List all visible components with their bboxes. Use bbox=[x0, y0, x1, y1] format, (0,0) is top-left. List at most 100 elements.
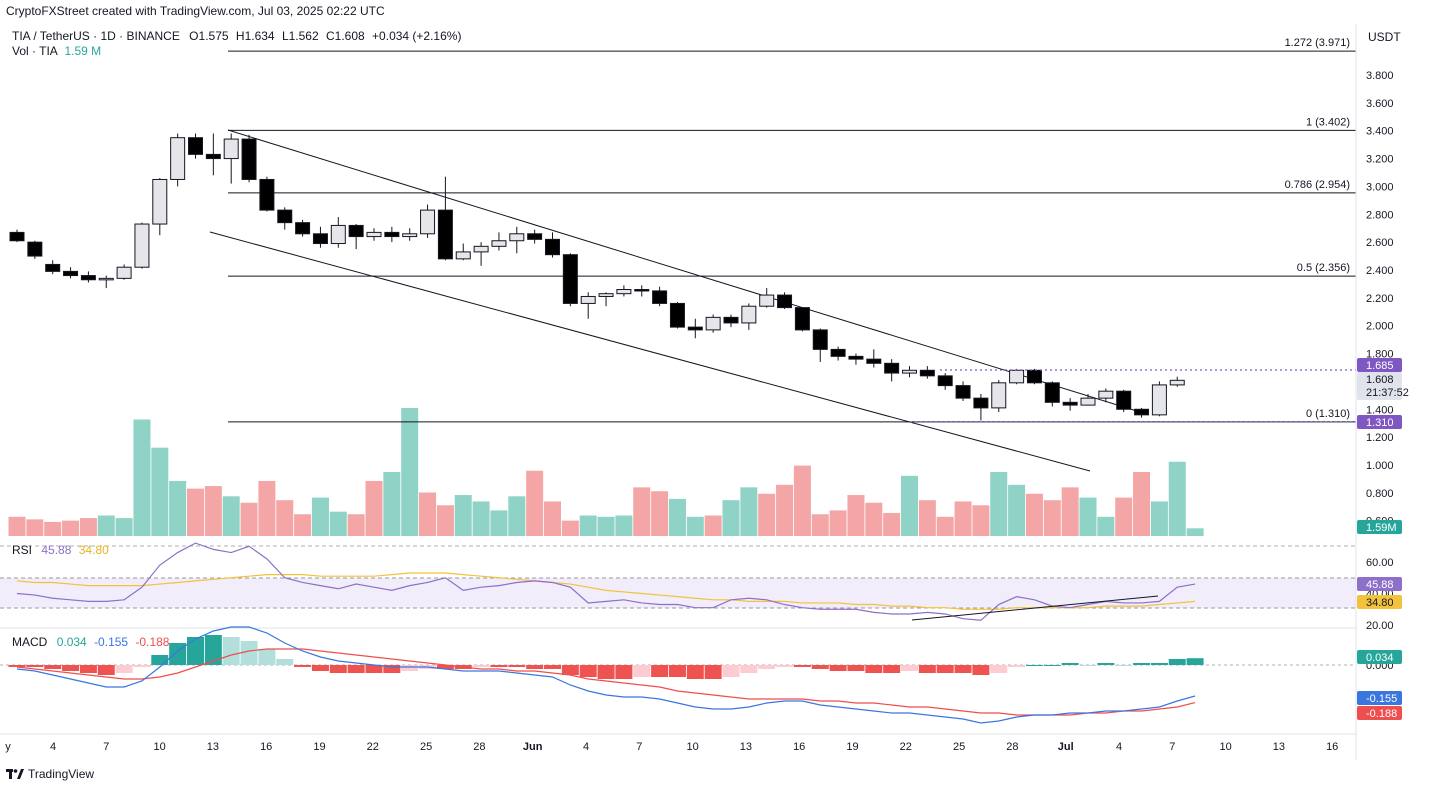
macd-histogram-bar bbox=[44, 665, 62, 669]
time-tick-label: 19 bbox=[313, 741, 325, 753]
high-value: 1.634 bbox=[244, 29, 275, 43]
support-price-tag-box bbox=[1357, 415, 1402, 429]
change-value: +0.034 (+2.16%) bbox=[372, 29, 462, 43]
macd-hist-tag-text: 0.034 bbox=[1366, 652, 1394, 664]
macd-histogram-bar bbox=[722, 665, 740, 677]
candle-body bbox=[27, 241, 43, 257]
rsi-tick-label: 60.00 bbox=[1366, 557, 1394, 569]
macd-histogram-bar bbox=[62, 665, 80, 671]
macd-signal-line bbox=[16, 648, 1196, 716]
volume-bar bbox=[26, 519, 44, 536]
volume-bar bbox=[97, 515, 115, 536]
macd-histogram-bar bbox=[115, 665, 133, 673]
price-tick-label: 2.600 bbox=[1366, 237, 1394, 249]
candle-body bbox=[420, 209, 436, 235]
candle-body bbox=[473, 245, 489, 253]
macd-hist-tag: 0.034 bbox=[1357, 650, 1402, 664]
candle-body bbox=[491, 240, 507, 247]
macd-histogram-bar bbox=[240, 641, 258, 665]
candle-body bbox=[634, 289, 650, 292]
macd-histogram-bar bbox=[811, 665, 829, 669]
candle-body bbox=[312, 233, 328, 245]
candle-body bbox=[259, 178, 275, 211]
volume-bar bbox=[258, 480, 276, 536]
macd-histogram-bar bbox=[401, 665, 419, 671]
macd-histogram-bar bbox=[936, 665, 954, 673]
volume-bar bbox=[347, 514, 365, 536]
time-tick-label: 28 bbox=[1006, 741, 1018, 753]
candle-body bbox=[919, 369, 935, 377]
time-tick-label: 7 bbox=[103, 741, 109, 753]
candle-body bbox=[188, 137, 203, 155]
rsi-ma-tag: 34.80 bbox=[1357, 595, 1402, 609]
volume-legend: Vol · TIA 1.59 M bbox=[12, 44, 101, 58]
macd-histogram-bar bbox=[561, 665, 579, 675]
price-tick-label: 1.800 bbox=[1366, 349, 1394, 361]
time-tick-label: 16 bbox=[260, 741, 272, 753]
level-markers bbox=[910, 369, 1356, 423]
high-label: H bbox=[235, 29, 245, 43]
candle-body bbox=[937, 375, 953, 387]
time-tick-label: 25 bbox=[420, 741, 432, 753]
macd-value-tag-text: -0.155 bbox=[1366, 693, 1397, 705]
volume-bar bbox=[311, 497, 329, 536]
macd-histogram-bar bbox=[668, 665, 686, 677]
price-tick-label: 1.400 bbox=[1366, 404, 1394, 416]
candle-body bbox=[170, 137, 186, 180]
rsi-label: RSI bbox=[12, 543, 33, 557]
volume-bar bbox=[329, 511, 347, 536]
macd-histogram-bar bbox=[544, 665, 561, 669]
rsi-pane bbox=[16, 542, 1196, 621]
tradingview-icon bbox=[6, 769, 24, 779]
candle-body bbox=[902, 369, 917, 374]
volume-price-tag: 1.59M bbox=[1357, 520, 1402, 534]
macd-value-tag-box bbox=[1357, 691, 1402, 705]
low-label: L bbox=[281, 29, 289, 43]
candle-body bbox=[241, 138, 257, 180]
fib-label: 1.272 (3.971) bbox=[1285, 37, 1350, 49]
time-tick-label: 10 bbox=[153, 741, 165, 753]
price-tick-label: 1.000 bbox=[1366, 460, 1394, 472]
signal-value-tag-text: -0.188 bbox=[1366, 708, 1397, 720]
volume-bar bbox=[597, 516, 615, 536]
volume-bar bbox=[240, 502, 258, 536]
volume-bar bbox=[651, 491, 669, 536]
volume-value: 1.59 M bbox=[64, 44, 102, 58]
macd-histogram-bar bbox=[793, 665, 811, 667]
candle-body bbox=[741, 305, 757, 324]
candle-body bbox=[80, 275, 96, 281]
macd-line bbox=[16, 626, 1196, 724]
last-price-tag-box bbox=[1357, 372, 1402, 400]
macd-hist-tag-box bbox=[1357, 650, 1402, 664]
macd-histogram-bar bbox=[758, 665, 776, 669]
fib-label: 0 (1.310) bbox=[1306, 408, 1350, 420]
candle-body bbox=[330, 224, 346, 245]
price-tick-label: 2.000 bbox=[1366, 321, 1394, 333]
last-price-tag-text: 21:37:52 bbox=[1366, 387, 1409, 399]
price-tags: 1.6851.60821:37:521.3101.59M45.8834.800.… bbox=[1357, 358, 1409, 720]
candle-body bbox=[1044, 382, 1060, 403]
time-tick-label: 7 bbox=[636, 741, 642, 753]
macd-histogram-bar bbox=[829, 665, 847, 671]
candle-body bbox=[545, 238, 560, 256]
candle-body bbox=[652, 290, 668, 304]
candle-body bbox=[955, 385, 971, 399]
volume-bar bbox=[847, 495, 865, 536]
tradingview-brand: TradingView bbox=[28, 767, 95, 781]
candle-body bbox=[366, 231, 382, 238]
rsi-ma-tag-text: 34.80 bbox=[1366, 597, 1394, 609]
tradingview-logo[interactable]: TradingView bbox=[6, 767, 94, 781]
macd-histogram-bar bbox=[383, 665, 401, 673]
volume-bar bbox=[1061, 487, 1079, 536]
volume-bar bbox=[1025, 493, 1043, 536]
volume-bar bbox=[668, 498, 686, 536]
macd-histogram-bar bbox=[294, 665, 312, 667]
symbol-legend: TIA / TetherUS · 1D · BINANCE O1.575 H1.… bbox=[12, 29, 461, 43]
candle-body bbox=[223, 138, 239, 160]
volume-bar bbox=[383, 472, 401, 536]
candle-body bbox=[45, 263, 61, 272]
macd-histogram-bar bbox=[1115, 665, 1133, 666]
candle-body bbox=[1062, 401, 1078, 406]
volume-bar bbox=[793, 465, 811, 536]
